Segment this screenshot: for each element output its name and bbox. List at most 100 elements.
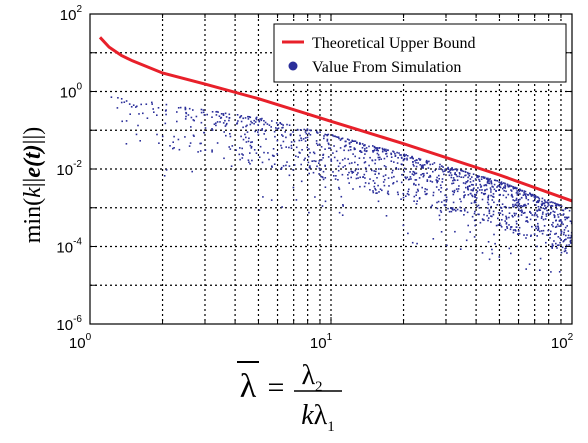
scatter-point [539, 209, 542, 211]
scatter-point [513, 199, 516, 202]
scatter-point [413, 183, 415, 186]
scatter-point [431, 204, 433, 207]
scatter-point [246, 131, 249, 133]
scatter-point [251, 159, 253, 162]
scatter-point [440, 191, 442, 193]
scatter-point [383, 148, 386, 150]
scatter-point [412, 161, 414, 163]
scatter-point [465, 181, 467, 183]
scatter-point [335, 175, 337, 177]
scatter-point [304, 137, 307, 139]
scatter-point [429, 180, 432, 182]
scatter-point [473, 187, 475, 189]
scatter-point [366, 150, 368, 152]
scatter-point [450, 174, 453, 176]
scatter-point [350, 141, 352, 143]
scatter-point [271, 120, 273, 122]
scatter-point [468, 172, 471, 175]
scatter-point [381, 147, 384, 150]
scatter-point [271, 165, 273, 167]
scatter-point [464, 182, 467, 185]
scatter-point [203, 114, 206, 116]
scatter-point [375, 149, 378, 152]
scatter-point [552, 221, 554, 224]
scatter-point [521, 211, 523, 214]
scatter-point [439, 209, 442, 212]
scatter-point [254, 130, 256, 133]
scatter-point [137, 124, 139, 127]
scatter-point [276, 153, 278, 155]
scatter-point [487, 219, 489, 222]
scatter-point [512, 199, 514, 201]
scatter-point [440, 201, 443, 203]
scatter-point [402, 196, 405, 199]
scatter-point [241, 157, 244, 159]
scatter-point [380, 158, 382, 160]
scatter-point [502, 182, 505, 184]
scatter-point [299, 129, 302, 131]
scatter-point [409, 171, 411, 173]
scatter-point [494, 242, 496, 245]
scatter-point [296, 128, 299, 131]
scatter-point [406, 155, 409, 157]
scatter-point [356, 142, 358, 144]
scatter-point [229, 148, 232, 150]
scatter-point [511, 196, 514, 198]
scatter-point [411, 173, 414, 175]
scatter-point [505, 223, 508, 225]
scatter-point [537, 229, 539, 231]
scatter-point [406, 176, 408, 179]
scatter-point [531, 214, 533, 216]
scatter-point [553, 215, 556, 217]
scatter-point [547, 212, 549, 215]
scatter-point [128, 103, 131, 105]
scatter-point [425, 161, 428, 164]
scatter-point [517, 230, 520, 232]
scatter-point [567, 230, 570, 232]
scatter-point [321, 205, 324, 207]
scatter-point [555, 225, 558, 228]
scatter-point [386, 192, 389, 194]
scatter-point [515, 212, 517, 215]
y-label-k: k [20, 187, 46, 198]
scatter-point [309, 134, 312, 136]
scatter-point [483, 184, 485, 187]
scatter-point [533, 233, 536, 235]
scatter-point [275, 127, 277, 129]
scatter-point [467, 187, 469, 190]
scatter-point [421, 164, 423, 167]
scatter-point [422, 172, 425, 175]
scatter-point [557, 213, 559, 216]
scatter-point [382, 181, 385, 183]
scatter-point [517, 215, 520, 218]
scatter-point [518, 226, 521, 229]
x-axis-label: λ = λ2 kλ1 [237, 360, 342, 435]
scatter-point [470, 202, 473, 204]
scatter-point [488, 210, 491, 213]
scatter-point [515, 192, 518, 194]
scatter-point [193, 119, 195, 122]
scatter-point [521, 205, 524, 208]
scatter-point [373, 170, 375, 172]
scatter-point [267, 152, 269, 154]
scatter-point [488, 178, 491, 181]
scatter-point [364, 177, 366, 179]
scatter-point [318, 167, 321, 170]
scatter-point [523, 191, 525, 194]
scatter-point [309, 129, 311, 131]
scatter-point [481, 198, 484, 201]
scatter-point [493, 233, 495, 236]
scatter-point [282, 135, 284, 137]
scatter-point [375, 170, 377, 173]
scatter-point [224, 112, 227, 115]
scatter-point [544, 205, 546, 207]
scatter-point [546, 201, 548, 204]
scatter-point [493, 183, 496, 186]
scatter-point [472, 188, 475, 191]
scatter-point [320, 175, 322, 178]
scatter-point [272, 155, 275, 157]
scatter-point [288, 124, 291, 126]
scatter-point [358, 143, 361, 145]
scatter-point [479, 221, 482, 224]
scatter-point [492, 210, 495, 213]
